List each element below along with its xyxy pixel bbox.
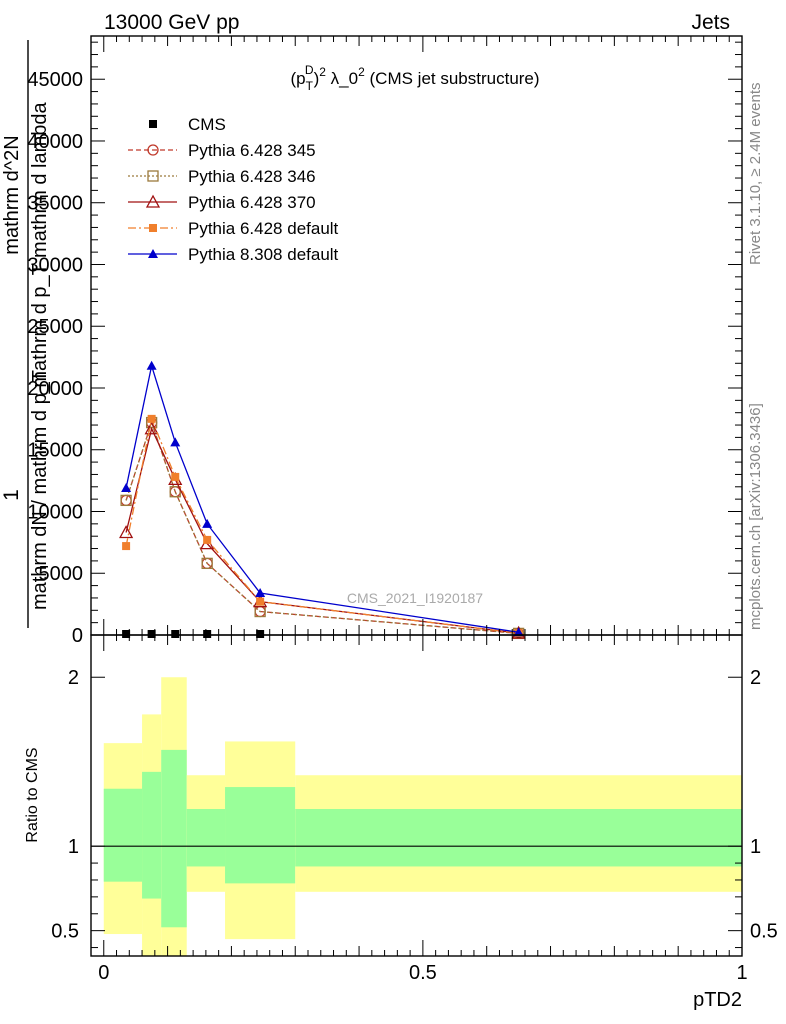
mcplots-label: mcplots.cern.ch [arXiv:1306.3436] xyxy=(747,403,764,630)
point-cms-3 xyxy=(203,630,212,638)
point-pythia-8-308-default-4 xyxy=(255,588,266,598)
main-ytick-label: 0 xyxy=(72,625,83,647)
series-line-pythia-6-428-default xyxy=(125,416,519,634)
point-pythia-8-308-default-5 xyxy=(513,627,524,637)
main-ytick-label: 45000 xyxy=(27,69,83,91)
main-ytick-label: 30000 xyxy=(27,254,83,276)
point-cms-0 xyxy=(122,630,131,638)
ratio-ytick-label-right: 1 xyxy=(750,836,761,858)
legend-label-pythia-6-428-370: Pythia 6.428 370 xyxy=(188,193,316,212)
ylabel-line-1: 1 xyxy=(0,489,23,501)
point-pythia-6-428-346-2 xyxy=(169,486,181,498)
ratio-band-green-2 xyxy=(161,749,187,928)
watermark: CMS_2021_I1920187 xyxy=(347,590,483,606)
point-pythia-8-308-default-1 xyxy=(146,360,157,370)
legend-label-cms: CMS xyxy=(188,115,226,134)
point-cms-4 xyxy=(256,630,265,638)
x-tick-label: 1 xyxy=(736,962,747,984)
ratio-band-green-3 xyxy=(186,809,226,867)
point-pythia-6-428-370-0 xyxy=(119,525,134,539)
ratio-ytick-label-right: 0.5 xyxy=(750,921,778,943)
ratio-band-green-4 xyxy=(225,787,296,884)
main-ytick-label: 5000 xyxy=(39,563,84,585)
ratio-ytick-label-left: 0.5 xyxy=(51,921,79,943)
ratio-bands xyxy=(91,677,742,956)
legend-marker-pythia-6-428-346 xyxy=(147,170,159,182)
header-right: Jets xyxy=(691,11,730,34)
point-cms-1 xyxy=(147,630,156,638)
x-tick-label: 0 xyxy=(98,962,109,984)
point-pythia-6-428-default-1 xyxy=(147,414,156,423)
point-pythia-6-428-346-3 xyxy=(201,557,213,570)
ratio-ytick-label-right: 2 xyxy=(750,667,761,689)
legend-label-pythia-6-428-346: Pythia 6.428 346 xyxy=(188,167,316,186)
ratio-ytick-label-left: 1 xyxy=(68,836,79,858)
legend-label-pythia-6-428-345: Pythia 6.428 345 xyxy=(188,141,316,160)
main-axes: 0 5000 10000 15000 20000 25000 30000 35000 40000… xyxy=(27,35,743,647)
series-line-pythia-6-428-346 xyxy=(125,420,519,635)
x-tick-label: 0.5 xyxy=(409,962,437,984)
point-pythia-6-428-default-4 xyxy=(256,597,265,606)
main-ytick-label: 40000 xyxy=(27,131,83,153)
main-series-layer xyxy=(119,360,526,640)
x-axis-label: pTD2 xyxy=(693,989,742,1011)
ratio-axes: 0 0.5 10.5 0.51 12 2 xyxy=(51,634,778,984)
ylabel-line-3: mathrm d p_T mathrm d lambda xyxy=(29,101,51,387)
point-pythia-8-308-default-0 xyxy=(121,483,132,493)
point-pythia-6-428-370-1 xyxy=(144,421,159,435)
legend-marker-pythia-8-308-default xyxy=(148,249,158,258)
legend-label-pythia-8-308-default: Pythia 8.308 default xyxy=(188,245,339,264)
point-pythia-6-428-default-2 xyxy=(171,472,180,481)
series-line-pythia-8-308-default xyxy=(125,365,519,633)
rivet-label: Rivet 3.1.10, ≥ 2.4M events xyxy=(747,83,764,266)
point-pythia-8-308-default-3 xyxy=(202,518,213,528)
point-pythia-8-308-default-2 xyxy=(170,437,181,447)
chart-title: (pTD)2 λ_02 (CMS jet substructure) xyxy=(290,63,539,93)
legend-marker-pythia-6-428-default xyxy=(149,224,157,232)
ylabel-line-4: mathrm d^2N xyxy=(1,135,23,254)
ratio-band-green-5 xyxy=(295,809,742,867)
main-ytick-label: 35000 xyxy=(27,193,83,215)
header-left: 13000 GeV pp xyxy=(104,11,239,34)
point-cms-2 xyxy=(171,630,180,638)
point-pythia-6-428-346-0 xyxy=(120,494,132,507)
legend-marker-cms xyxy=(149,120,157,128)
ratio-band-green-0 xyxy=(103,788,143,882)
ratio-band-green-1 xyxy=(142,771,162,899)
point-pythia-6-428-default-0 xyxy=(122,542,131,551)
ratio-frame xyxy=(90,634,743,957)
legend-label-pythia-6-428-default: Pythia 6.428 default xyxy=(188,219,339,238)
point-pythia-6-428-345-0 xyxy=(120,494,132,507)
point-pythia-6-428-default-3 xyxy=(203,535,212,544)
legend: CMS Pythia 6.428 345 Pythia 6.428 346 Pythi… xyxy=(128,115,339,264)
ratio-ytick-label-left: 2 xyxy=(68,667,79,689)
main-ytick-label: 25000 xyxy=(27,316,83,338)
main-ylabel: 1 mathrm dN / mathrm d p_T mathrm d p_T … xyxy=(0,40,51,628)
legend-marker-pythia-6-428-345 xyxy=(147,144,159,156)
legend-marker-pythia-6-428-370 xyxy=(145,194,161,208)
main-ytick-label: 10000 xyxy=(27,501,83,523)
ratio-ylabel: Ratio to CMS xyxy=(24,747,41,842)
ylabel-line-2: mathrm dN / mathrm d p_T xyxy=(29,370,51,610)
main-ytick-label: 20000 xyxy=(27,378,83,400)
main-ytick-label: 15000 xyxy=(27,440,83,462)
